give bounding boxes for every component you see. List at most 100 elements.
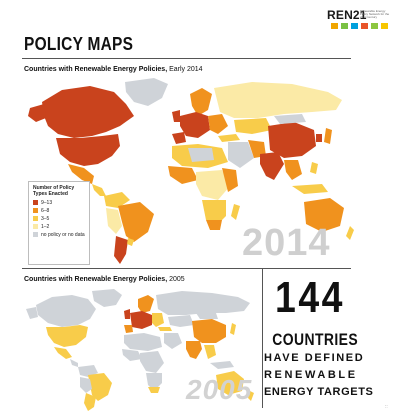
middle-east — [228, 142, 254, 168]
legend-swatch — [33, 200, 38, 205]
kazakhstan — [234, 118, 272, 134]
iran — [248, 140, 266, 158]
south-america-north — [78, 365, 98, 377]
title-rule — [22, 58, 351, 59]
new-zealand — [346, 226, 354, 240]
legend-item: 9–13 — [33, 200, 85, 206]
scandinavia — [190, 88, 212, 116]
ren21-logo: REN21 Renewable Energy Policy Network fo… — [327, 8, 393, 26]
southern-africa — [202, 200, 226, 226]
legend-item: 6–8 — [33, 208, 85, 214]
peru-bolivia — [80, 377, 92, 393]
southeast-asia — [284, 160, 302, 180]
western-europe — [130, 311, 152, 329]
world-map-2005 — [26, 289, 254, 411]
stat-line-have-defined: HAVE DEFINED — [264, 352, 365, 364]
russia — [214, 82, 342, 118]
scandinavia — [138, 295, 154, 313]
east-africa — [222, 168, 238, 192]
peru-bolivia — [106, 208, 122, 234]
canada — [42, 86, 134, 138]
legend-label: 1–2 — [41, 224, 50, 230]
iberia — [124, 325, 133, 333]
logo-color-icon — [340, 22, 349, 30]
legend-item: no policy or no data — [33, 232, 85, 238]
greenland — [125, 78, 168, 106]
year-watermark-2014: 2014 — [242, 222, 331, 264]
legend-title: Number of Policy Types Enacted — [33, 185, 75, 197]
legend-swatch — [33, 224, 38, 229]
china — [268, 122, 316, 158]
targets-count: 144 — [274, 273, 346, 322]
policy-legend: Number of Policy Types Enacted 9–13 6–8 … — [28, 181, 90, 265]
legend-label: 6–8 — [41, 208, 50, 214]
stat-line-renewable: RENEWABLE — [264, 369, 358, 381]
uk — [124, 309, 130, 319]
japan — [230, 323, 236, 335]
legend-swatch — [33, 232, 38, 237]
west-africa — [122, 349, 142, 361]
legend-swatch — [33, 216, 38, 221]
india — [186, 341, 202, 359]
legend-item: 3–5 — [33, 216, 85, 222]
central-africa — [140, 351, 164, 373]
canada — [36, 295, 96, 327]
legend-label: no policy or no data — [41, 232, 85, 238]
mexico — [54, 347, 72, 359]
argentina-chile — [84, 393, 96, 411]
mongolia — [196, 313, 218, 319]
central-africa — [196, 170, 230, 200]
indonesia — [292, 184, 328, 194]
map-2014-title-bold: Countries with Renewable Energy Policies… — [24, 66, 168, 73]
page-corner-mark: :: — [385, 404, 388, 410]
china — [192, 319, 226, 343]
south-africa — [206, 220, 222, 230]
logo-color-icon — [330, 22, 339, 30]
greenland — [92, 289, 122, 307]
logo-color-icon — [370, 22, 379, 30]
logo-color-icon — [350, 22, 359, 30]
eastern-europe — [208, 114, 228, 134]
section-rule — [22, 268, 351, 269]
legend-item: 1–2 — [33, 224, 85, 230]
uk — [172, 110, 180, 122]
page-title: POLICY MAPS — [24, 34, 134, 54]
legend-label: 3–5 — [41, 216, 50, 222]
middle-east — [164, 333, 182, 349]
south-africa — [148, 387, 160, 393]
australia — [304, 198, 344, 232]
alaska — [28, 104, 46, 122]
world-map-2014 — [28, 78, 354, 264]
mexico — [68, 164, 94, 184]
australia — [216, 371, 244, 395]
kazakhstan — [168, 315, 194, 327]
logo-text: REN21 — [327, 8, 367, 22]
central-america — [92, 184, 106, 196]
stat-line-energy-targets: ENERGY TARGETS — [264, 386, 374, 398]
argentina-chile — [114, 236, 128, 264]
map-2005-title-bold: Countries with Renewable Energy Policies… — [24, 276, 168, 283]
west-africa — [168, 166, 198, 184]
year-watermark-2005: 2005 — [186, 374, 253, 405]
russia — [156, 291, 250, 315]
logo-color-icon — [360, 22, 369, 30]
turkey — [218, 134, 240, 142]
southeast-asia — [204, 345, 216, 359]
korea — [316, 134, 322, 142]
mongolia — [274, 114, 306, 124]
western-europe — [180, 112, 210, 138]
iberia — [172, 132, 186, 144]
brazil — [118, 202, 154, 242]
usa — [56, 134, 120, 166]
logo-icon-strip — [330, 22, 389, 30]
map-2005-title-year: 2005 — [167, 276, 185, 283]
uruguay — [127, 238, 134, 246]
indonesia — [210, 361, 234, 369]
alaska — [26, 307, 38, 319]
central-america — [70, 359, 78, 367]
colombia-venezuela — [104, 192, 130, 208]
map-2014-title-year: Early 2014 — [167, 66, 203, 73]
legend-label: 9–13 — [41, 200, 53, 206]
brazil — [88, 373, 112, 401]
usa — [46, 325, 88, 347]
